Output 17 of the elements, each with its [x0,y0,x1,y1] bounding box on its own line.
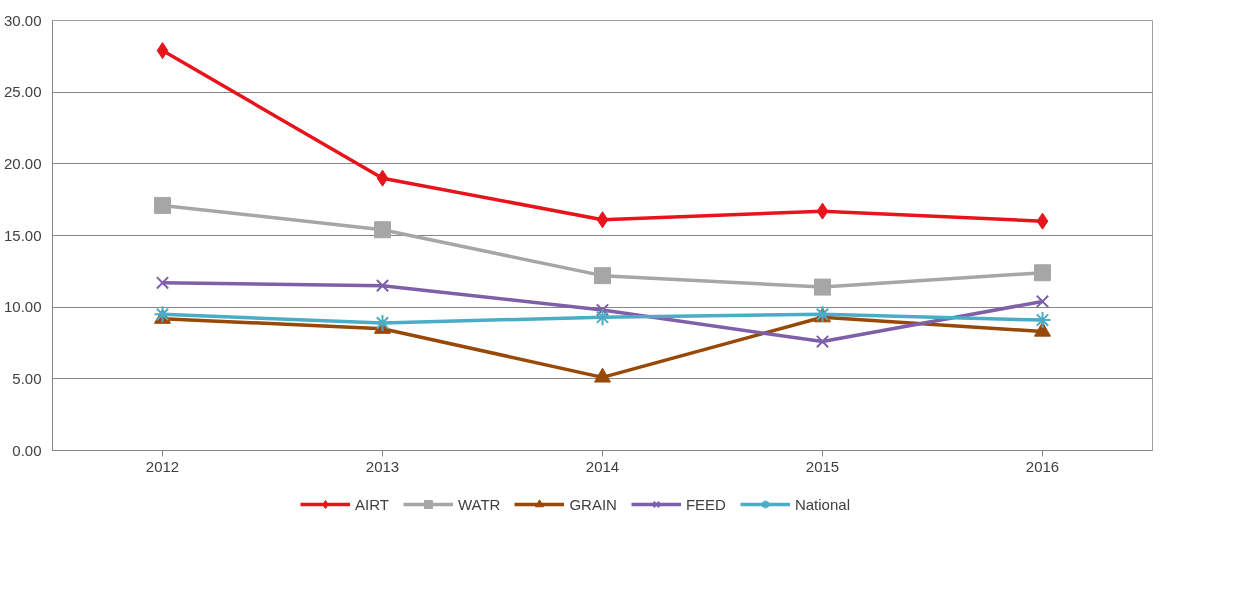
legend-label: AIRT [354,495,389,513]
x-tick-label: 2013 [365,457,400,475]
x-tick-label: 2014 [585,457,620,475]
y-tick-label: 15.00 [3,226,42,244]
y-tick-label: 5.00 [12,369,42,387]
y-tick-label: 20.00 [3,154,42,172]
x-tick-label: 2012 [145,457,180,475]
y-tick-label: 25.00 [3,83,42,101]
legend-label: FEED [685,495,726,513]
x-tick-label: 2015 [805,457,840,475]
y-tick-label: 30.00 [3,11,42,29]
x-tick-label: 2016 [1025,457,1060,475]
legend-label: WATR [457,495,501,513]
legend-label: GRAIN [569,495,617,513]
legend-label: National [794,495,850,513]
y-tick-label: 0.00 [12,441,42,459]
y-tick-label: 10.00 [3,298,42,316]
